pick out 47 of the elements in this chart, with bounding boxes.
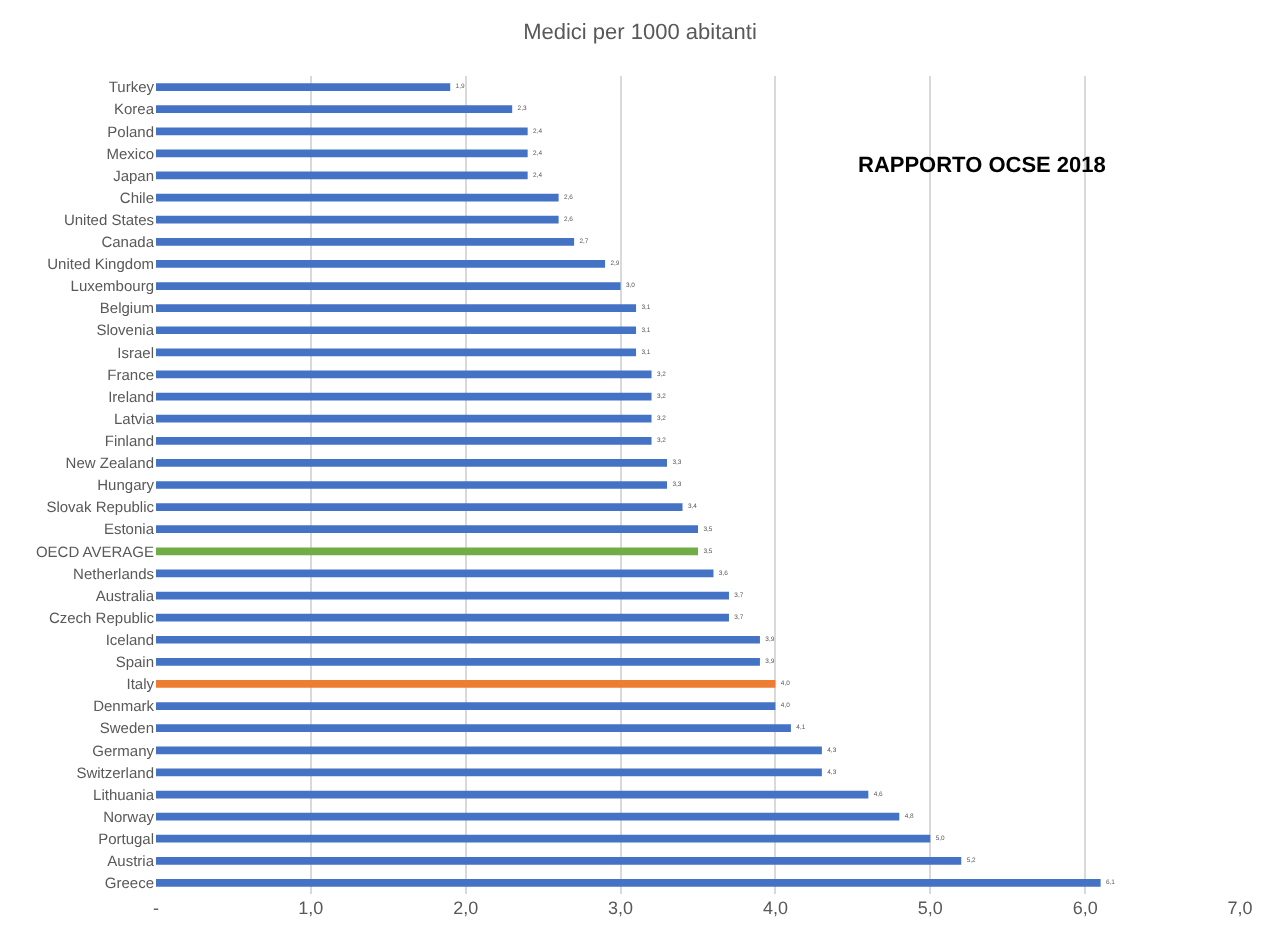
bar [156, 215, 559, 224]
bar [156, 879, 1101, 887]
bar [156, 746, 822, 755]
x-tick-label: 1,0 [298, 898, 324, 918]
bar [156, 326, 637, 335]
bar [156, 392, 652, 401]
bar [156, 812, 900, 821]
bar [156, 83, 451, 91]
bar [156, 105, 513, 114]
bar [156, 525, 698, 534]
bar [156, 481, 668, 489]
bar [156, 237, 575, 246]
bar [156, 436, 652, 445]
bar [156, 635, 760, 644]
x-tick-label: 7,0 [1227, 898, 1253, 918]
x-tick-label: 4,0 [762, 898, 788, 918]
bar [156, 171, 528, 180]
bar [156, 304, 637, 312]
annotation: RAPPORTO OCSE 2018 [858, 154, 1106, 178]
chart-title: Medici per 1000 abitanti [523, 21, 757, 46]
bar [156, 856, 962, 865]
bar [156, 613, 729, 622]
bar [156, 193, 559, 202]
bar [156, 459, 668, 467]
bar [156, 702, 776, 710]
x-tick-label: 3,0 [608, 898, 634, 918]
bar [156, 348, 637, 357]
bar [156, 282, 621, 290]
bar [156, 149, 528, 158]
bar [156, 547, 698, 556]
bar [156, 834, 931, 843]
bar [156, 260, 606, 268]
x-tick-label: 5,0 [917, 898, 943, 918]
x-tick-label: 2,0 [453, 898, 479, 918]
bar [156, 658, 760, 666]
bar [156, 569, 714, 578]
bar [156, 591, 729, 600]
bar [156, 370, 652, 379]
bar [156, 768, 822, 777]
bar [156, 790, 869, 799]
bar [156, 680, 776, 688]
bar [156, 503, 683, 511]
bar [156, 724, 791, 733]
bar [156, 414, 652, 423]
bar [156, 127, 528, 136]
x-tick-label: 6,0 [1072, 898, 1098, 918]
x-tick-label: - [153, 898, 159, 918]
